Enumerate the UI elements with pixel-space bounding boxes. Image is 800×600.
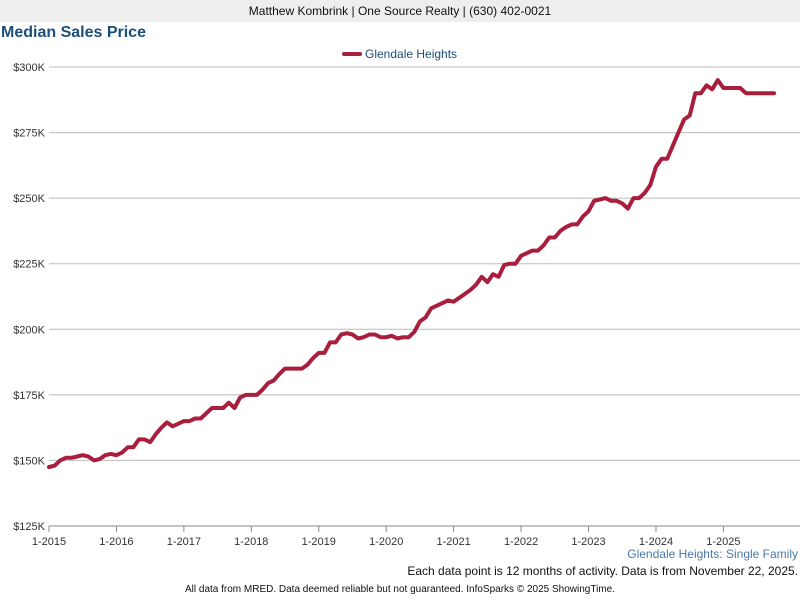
chart-title: Median Sales Price: [1, 24, 146, 41]
y-tick-label: $175K: [13, 390, 45, 402]
x-tick-label: 1-2019: [302, 536, 336, 548]
agent-header-bar: Matthew Kombrink | One Source Realty | (…: [0, 0, 800, 22]
x-tick-label: 1-2017: [167, 536, 201, 548]
x-tick-label: 1-2022: [504, 536, 538, 548]
y-tick-label: $125K: [13, 521, 45, 533]
disclaimer-bar: All data from MRED. Data deemed reliable…: [0, 580, 800, 600]
x-tick-label: 1-2016: [99, 536, 133, 548]
x-tick-label: 1-2015: [32, 536, 66, 548]
data-note: Each data point is 12 months of activity…: [407, 564, 798, 578]
y-tick-label: $300K: [13, 62, 45, 74]
y-tick-label: $275K: [13, 128, 45, 140]
x-tick-label: 1-2024: [639, 536, 673, 548]
x-tick-label: 1-2023: [571, 536, 605, 548]
series-caption: Glendale Heights: Single Family: [627, 547, 798, 561]
agent-contact-line: Matthew Kombrink | One Source Realty | (…: [248, 4, 552, 18]
x-tick-label: 1-2025: [706, 536, 740, 548]
y-tick-label: $200K: [13, 324, 45, 336]
disclaimer-text: All data from MRED. Data deemed reliable…: [184, 584, 615, 595]
y-tick-label: $225K: [13, 259, 45, 271]
y-tick-label: $150K: [13, 455, 45, 467]
series-line: [47, 78, 776, 469]
y-tick-label: $250K: [13, 193, 45, 205]
x-tick-label: 1-2018: [234, 536, 268, 548]
legend-label: Glendale Heights: [365, 47, 457, 61]
x-tick-label: 1-2020: [369, 536, 403, 548]
x-tick-label: 1-2021: [437, 536, 471, 548]
